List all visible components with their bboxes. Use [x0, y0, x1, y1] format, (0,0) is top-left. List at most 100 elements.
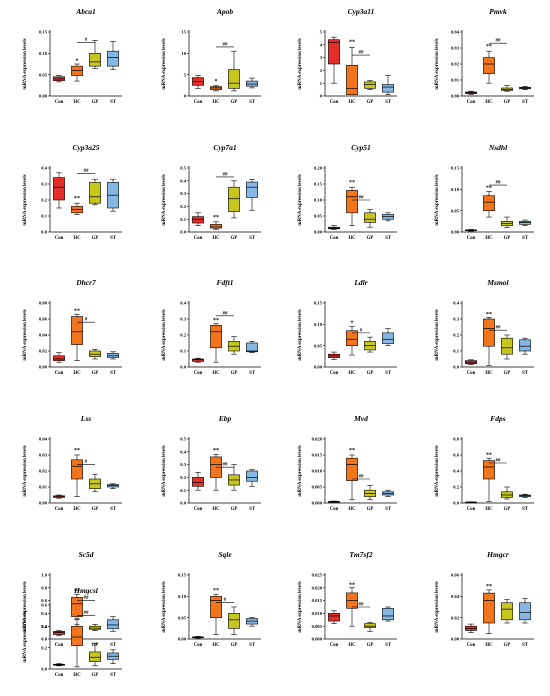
box-iqr — [346, 64, 358, 96]
box-st — [246, 469, 258, 487]
box-gp — [501, 216, 513, 229]
box-hc — [483, 589, 495, 634]
x-tick-label: GP — [367, 643, 374, 648]
y-tick-label: 0.2 — [453, 333, 459, 338]
boxplot-panel-sqle: Sqle mRNA expression levels 0.00 0.05 0.10 0.… — [162, 550, 261, 648]
y-tick-label: 0.15 — [39, 30, 48, 35]
significance-mark: ** — [74, 618, 80, 624]
box-iqr — [210, 596, 222, 618]
x-tick-label: ST — [385, 507, 392, 512]
box-iqr — [192, 358, 204, 362]
y-tick-label: 0.000 — [312, 637, 323, 642]
y-tick-label: 0.02 — [451, 62, 460, 67]
box-con — [328, 36, 340, 84]
y-tick-label: 0.3 — [180, 462, 186, 467]
bracket-label: # — [224, 598, 227, 603]
y-tick-label: 0.2 — [41, 645, 47, 650]
box-hc — [346, 326, 358, 356]
box-con — [192, 75, 204, 89]
box-gp — [228, 464, 240, 491]
x-tick-label: HC — [485, 643, 493, 648]
box-iqr — [71, 316, 83, 345]
significance-mark: ** — [349, 40, 355, 46]
y-tick-label: 0.10 — [39, 51, 48, 56]
y-tick-label: 0 — [184, 94, 187, 99]
significance-mark: ** — [213, 215, 219, 221]
x-tick-label: ST — [522, 643, 529, 648]
y-tick-label: 0.0 — [180, 365, 186, 370]
box-iqr — [71, 597, 83, 617]
x-tick-label: ST — [249, 100, 256, 105]
x-tick-label: Con — [467, 507, 476, 512]
x-tick-label: HC — [212, 507, 220, 512]
y-tick-label: 0.3 — [41, 182, 47, 187]
bracket-label: ## — [496, 39, 502, 44]
y-tick-label: 0.2 — [180, 204, 186, 209]
box-con — [465, 501, 477, 504]
y-tick-label: 0.02 — [39, 349, 48, 354]
x-tick-label: ST — [385, 100, 392, 105]
x-tick-label: GP — [231, 236, 238, 241]
box-gp — [501, 85, 513, 92]
y-tick-label: 4 — [320, 42, 323, 47]
y-tick-label: 0.00 — [39, 94, 48, 99]
box-iqr — [246, 470, 258, 482]
box-iqr — [107, 484, 119, 488]
box-iqr — [346, 330, 358, 346]
y-tick-label: 0.00 — [39, 365, 48, 370]
y-tick-label: 0.06 — [451, 573, 460, 578]
x-tick-label: Con — [194, 371, 203, 376]
y-tick-label: 0.02 — [451, 615, 460, 620]
y-axis-label: mRNA expression levels — [23, 581, 28, 632]
y-tick-label: 0.3 — [180, 317, 186, 322]
panel-title: Fdft1 — [216, 278, 233, 287]
x-tick-label: ST — [522, 100, 529, 105]
y-axis-label: mRNA expression levels — [162, 38, 167, 89]
box-st — [246, 179, 258, 211]
boxplot-panel-abca1: Abca1 mRNA expression levels 0.00 0.05 0.10 0… — [23, 7, 122, 105]
y-tick-label: 0.0 — [41, 230, 47, 235]
y-tick-label: 0.025 — [312, 573, 323, 578]
box-con — [328, 351, 340, 360]
bracket-label: ## — [223, 42, 229, 47]
box-con — [192, 471, 204, 491]
x-tick-label: Con — [55, 673, 64, 678]
y-tick-label: 0.20 — [314, 166, 323, 171]
x-tick-label: HC — [212, 236, 220, 241]
box-iqr — [210, 325, 222, 349]
panel-title: Cyp3a11 — [348, 7, 375, 16]
box-gp — [501, 599, 513, 624]
y-tick-label: 0.1 — [180, 488, 186, 493]
box-hc — [210, 454, 222, 491]
box-iqr — [89, 182, 101, 204]
x-tick-label: Con — [330, 371, 339, 376]
box-iqr — [364, 81, 376, 89]
y-tick-label: 0.10 — [178, 594, 187, 599]
x-tick-label: HC — [73, 100, 81, 105]
y-tick-label: 0.3 — [453, 317, 459, 322]
y-tick-label: 5 — [320, 30, 323, 35]
x-tick-label: HC — [485, 100, 493, 105]
x-tick-label: HC — [73, 673, 81, 678]
x-tick-label: HC — [212, 643, 220, 648]
boxplot-panel-cyp51: Cyp51 mRNA expression levels 0.00 0.05 0.10 0… — [298, 143, 397, 241]
y-tick-label: 0.2 — [180, 475, 186, 480]
box-gp — [228, 50, 240, 92]
y-tick-label: 10 — [181, 51, 186, 56]
x-tick-label: GP — [92, 673, 99, 678]
x-tick-label: ST — [522, 236, 529, 241]
y-tick-label: 0.1 — [453, 349, 459, 354]
y-tick-label: 0.010 — [312, 469, 323, 474]
x-tick-label: GP — [92, 236, 99, 241]
box-con — [465, 90, 477, 95]
x-tick-label: ST — [385, 371, 392, 376]
y-tick-label: 0.2 — [41, 624, 47, 629]
box-con — [465, 229, 477, 232]
y-axis-label: mRNA expression levels — [298, 309, 303, 360]
y-tick-label: 0.4 — [180, 449, 186, 454]
x-tick-label: Con — [55, 371, 64, 376]
y-tick-label: 0 — [320, 94, 323, 99]
box-iqr — [483, 195, 495, 211]
y-tick-label: 0.05 — [314, 214, 323, 219]
